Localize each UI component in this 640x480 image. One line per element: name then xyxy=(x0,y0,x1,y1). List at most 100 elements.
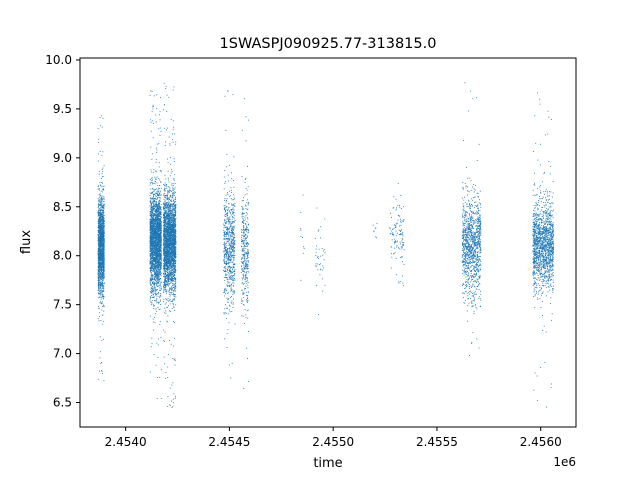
data-point xyxy=(151,240,153,242)
data-point xyxy=(150,287,152,289)
data-point xyxy=(155,269,157,271)
data-point xyxy=(150,234,152,236)
data-point xyxy=(98,293,100,295)
data-point xyxy=(157,278,159,279)
data-point xyxy=(160,287,162,289)
data-point xyxy=(100,186,102,188)
data-point xyxy=(150,260,152,262)
data-point xyxy=(98,243,100,245)
data-point xyxy=(173,262,175,264)
data-point xyxy=(102,240,104,242)
data-point xyxy=(100,264,102,266)
data-point xyxy=(156,214,158,215)
data-point xyxy=(169,213,171,215)
data-point xyxy=(155,245,157,247)
data-point xyxy=(101,272,103,273)
data-point xyxy=(154,205,156,206)
data-point xyxy=(151,278,153,279)
data-point xyxy=(101,242,103,244)
data-point xyxy=(156,302,158,304)
data-point xyxy=(159,245,161,247)
data-point xyxy=(158,281,159,283)
data-point xyxy=(100,283,102,285)
data-point xyxy=(159,289,161,291)
data-point xyxy=(98,252,100,254)
data-point xyxy=(159,267,161,269)
data-point xyxy=(97,282,99,284)
data-point xyxy=(102,278,104,280)
data-point xyxy=(102,272,104,274)
data-point xyxy=(101,233,103,235)
data-point xyxy=(100,235,102,237)
data-point xyxy=(158,232,160,234)
data-point xyxy=(149,229,151,231)
data-point xyxy=(102,249,104,251)
data-point xyxy=(103,305,105,307)
data-point xyxy=(156,211,158,213)
data-point xyxy=(99,290,100,292)
data-point xyxy=(152,218,153,220)
data-point xyxy=(99,292,101,294)
data-point xyxy=(153,271,155,272)
data-point xyxy=(101,254,103,256)
data-point xyxy=(160,221,162,223)
data-point xyxy=(153,195,155,197)
data-point xyxy=(152,104,154,106)
data-point xyxy=(160,225,162,227)
data-point xyxy=(101,267,103,269)
data-point xyxy=(158,246,160,248)
data-point xyxy=(159,300,161,302)
data-point xyxy=(100,246,102,248)
data-point xyxy=(165,298,167,300)
data-point xyxy=(102,248,104,250)
data-point xyxy=(99,181,101,183)
data-point xyxy=(151,267,153,269)
data-point xyxy=(153,169,155,171)
data-point xyxy=(150,202,152,204)
data-point xyxy=(98,203,99,205)
data-point xyxy=(153,257,155,258)
data-point xyxy=(163,235,165,237)
data-point xyxy=(153,267,155,269)
data-point xyxy=(159,253,161,255)
data-point xyxy=(97,186,99,188)
data-point xyxy=(153,279,155,281)
data-point xyxy=(100,298,102,300)
data-point xyxy=(151,221,153,223)
data-point xyxy=(160,248,162,250)
data-point xyxy=(157,235,159,237)
data-point xyxy=(150,246,152,247)
data-point xyxy=(153,231,154,233)
data-point xyxy=(158,225,160,227)
data-point xyxy=(102,217,103,219)
data-point xyxy=(101,271,102,273)
data-point xyxy=(98,280,100,282)
data-point xyxy=(156,280,158,282)
data-point xyxy=(103,201,105,202)
data-point xyxy=(157,301,159,303)
data-point xyxy=(151,239,153,241)
data-point xyxy=(152,281,154,283)
data-point xyxy=(163,250,165,252)
data-point xyxy=(151,226,153,228)
data-point xyxy=(151,259,153,261)
data-point xyxy=(153,226,155,228)
data-point xyxy=(159,179,161,181)
data-point xyxy=(102,323,104,325)
data-point xyxy=(99,269,101,271)
data-point xyxy=(152,194,154,196)
data-point xyxy=(160,232,162,234)
data-point xyxy=(174,218,176,220)
data-point xyxy=(102,273,104,275)
data-point xyxy=(152,106,154,108)
data-point xyxy=(101,229,103,231)
data-point xyxy=(99,254,101,255)
data-point xyxy=(155,230,157,232)
data-point xyxy=(154,259,156,261)
data-point xyxy=(100,211,101,213)
data-point xyxy=(158,295,160,297)
data-point xyxy=(158,308,160,310)
data-point xyxy=(98,308,100,310)
data-point xyxy=(98,285,100,286)
